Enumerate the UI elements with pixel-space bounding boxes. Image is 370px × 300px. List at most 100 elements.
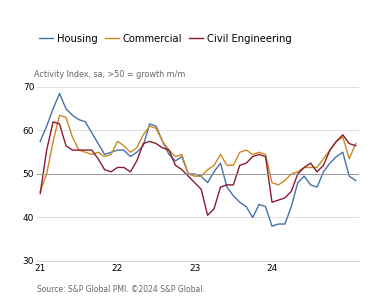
Civil Engineering [109,170,113,174]
Commercial [231,164,236,167]
Line: Housing: Housing [40,94,356,226]
Commercial [154,127,158,130]
Civil Engineering [205,214,210,217]
Commercial [276,183,281,187]
Housing [115,148,120,152]
Civil Engineering [321,164,326,167]
Housing [205,181,210,184]
Civil Engineering [51,120,55,124]
Commercial [341,135,345,139]
Commercial [225,164,229,167]
Housing [244,205,249,208]
Commercial [109,153,113,156]
Civil Engineering [309,161,313,165]
Housing [257,203,261,206]
Commercial [257,150,261,154]
Housing [109,150,113,154]
Civil Engineering [263,155,268,158]
Commercial [90,153,94,156]
Commercial [141,133,145,136]
Housing [328,161,332,165]
Housing [347,174,352,178]
Housing [38,140,43,143]
Housing [167,153,171,156]
Civil Engineering [353,144,358,148]
Commercial [147,124,152,128]
Housing [147,122,152,126]
Civil Engineering [154,142,158,145]
Housing [309,183,313,187]
Housing [122,148,126,152]
Commercial [44,172,49,176]
Civil Engineering [160,146,165,150]
Commercial [51,140,55,143]
Commercial [96,150,100,154]
Commercial [302,166,306,169]
Commercial [289,172,293,176]
Housing [199,174,204,178]
Commercial [315,166,319,169]
Housing [238,200,242,204]
Housing [70,113,75,117]
Housing [353,179,358,182]
Housing [276,222,281,226]
Housing [212,170,216,174]
Housing [218,161,223,165]
Commercial [192,174,197,178]
Civil Engineering [283,196,287,200]
Commercial [173,155,178,158]
Civil Engineering [173,164,178,167]
Housing [270,224,274,228]
Commercial [199,174,204,178]
Legend: Housing, Commercial, Civil Engineering: Housing, Commercial, Civil Engineering [39,34,292,44]
Commercial [347,157,352,160]
Civil Engineering [147,140,152,143]
Commercial [122,144,126,148]
Civil Engineering [302,166,306,169]
Commercial [270,181,274,184]
Civil Engineering [315,170,319,174]
Civil Engineering [167,148,171,152]
Civil Engineering [115,166,120,169]
Civil Engineering [180,168,184,171]
Commercial [296,170,300,174]
Housing [296,181,300,184]
Line: Civil Engineering: Civil Engineering [40,122,356,215]
Civil Engineering [238,164,242,167]
Civil Engineering [328,148,332,152]
Commercial [115,140,120,143]
Commercial [334,140,339,143]
Civil Engineering [96,157,100,160]
Commercial [218,153,223,156]
Housing [250,216,255,219]
Civil Engineering [244,161,249,165]
Housing [57,92,62,95]
Civil Engineering [141,142,145,145]
Civil Engineering [70,148,75,152]
Commercial [180,153,184,156]
Commercial [83,150,88,154]
Civil Engineering [276,198,281,202]
Housing [83,120,88,124]
Commercial [167,148,171,152]
Housing [283,222,287,226]
Civil Engineering [83,148,88,152]
Civil Engineering [289,190,293,193]
Civil Engineering [128,170,132,174]
Civil Engineering [186,174,191,178]
Commercial [102,155,107,158]
Commercial [212,164,216,167]
Commercial [64,116,68,119]
Civil Engineering [231,183,236,187]
Housing [96,142,100,145]
Civil Engineering [192,181,197,184]
Civil Engineering [135,159,139,163]
Commercial [70,135,75,139]
Civil Engineering [270,200,274,204]
Housing [231,194,236,197]
Civil Engineering [334,140,339,143]
Housing [173,159,178,163]
Civil Engineering [225,183,229,187]
Housing [135,150,139,154]
Commercial [321,157,326,160]
